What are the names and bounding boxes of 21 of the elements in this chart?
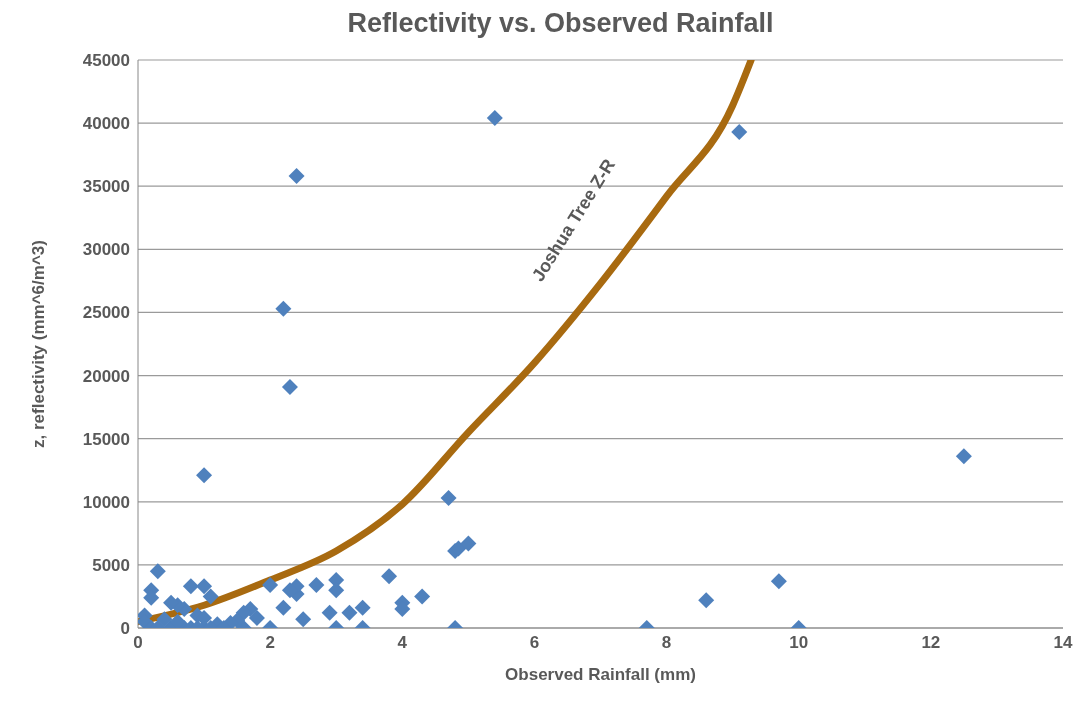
x-tick-label: 4 — [397, 633, 408, 653]
y-tick-label: 25000 — [82, 303, 130, 323]
x-axis-title: Observed Rainfall (mm) — [505, 665, 696, 684]
chart-title: Reflectivity vs. Observed Rainfall — [346, 8, 775, 40]
x-tick-label: 6 — [529, 633, 540, 653]
y-tick-label: 10000 — [82, 492, 130, 512]
y-tick-label: 15000 — [82, 429, 130, 449]
y-tick-label: 40000 — [82, 114, 130, 134]
y-tick-label: 35000 — [82, 177, 130, 197]
y-tick-label: 30000 — [82, 240, 130, 260]
y-axis-title: z, reflectivity (mm^6/m^3) — [29, 240, 49, 448]
x-tick-label: 0 — [133, 633, 143, 653]
x-tick-label: 2 — [265, 633, 275, 653]
y-tick-label: 20000 — [82, 366, 130, 386]
y-tick-label: 45000 — [82, 51, 130, 71]
y-tick-label: 0 — [120, 619, 130, 639]
y-tick-label: 5000 — [92, 555, 130, 575]
x-tick-label: 14 — [1053, 633, 1073, 653]
x-tick-label: 10 — [789, 633, 809, 653]
x-tick-label: 8 — [661, 633, 672, 653]
x-tick-label: 12 — [921, 633, 941, 653]
